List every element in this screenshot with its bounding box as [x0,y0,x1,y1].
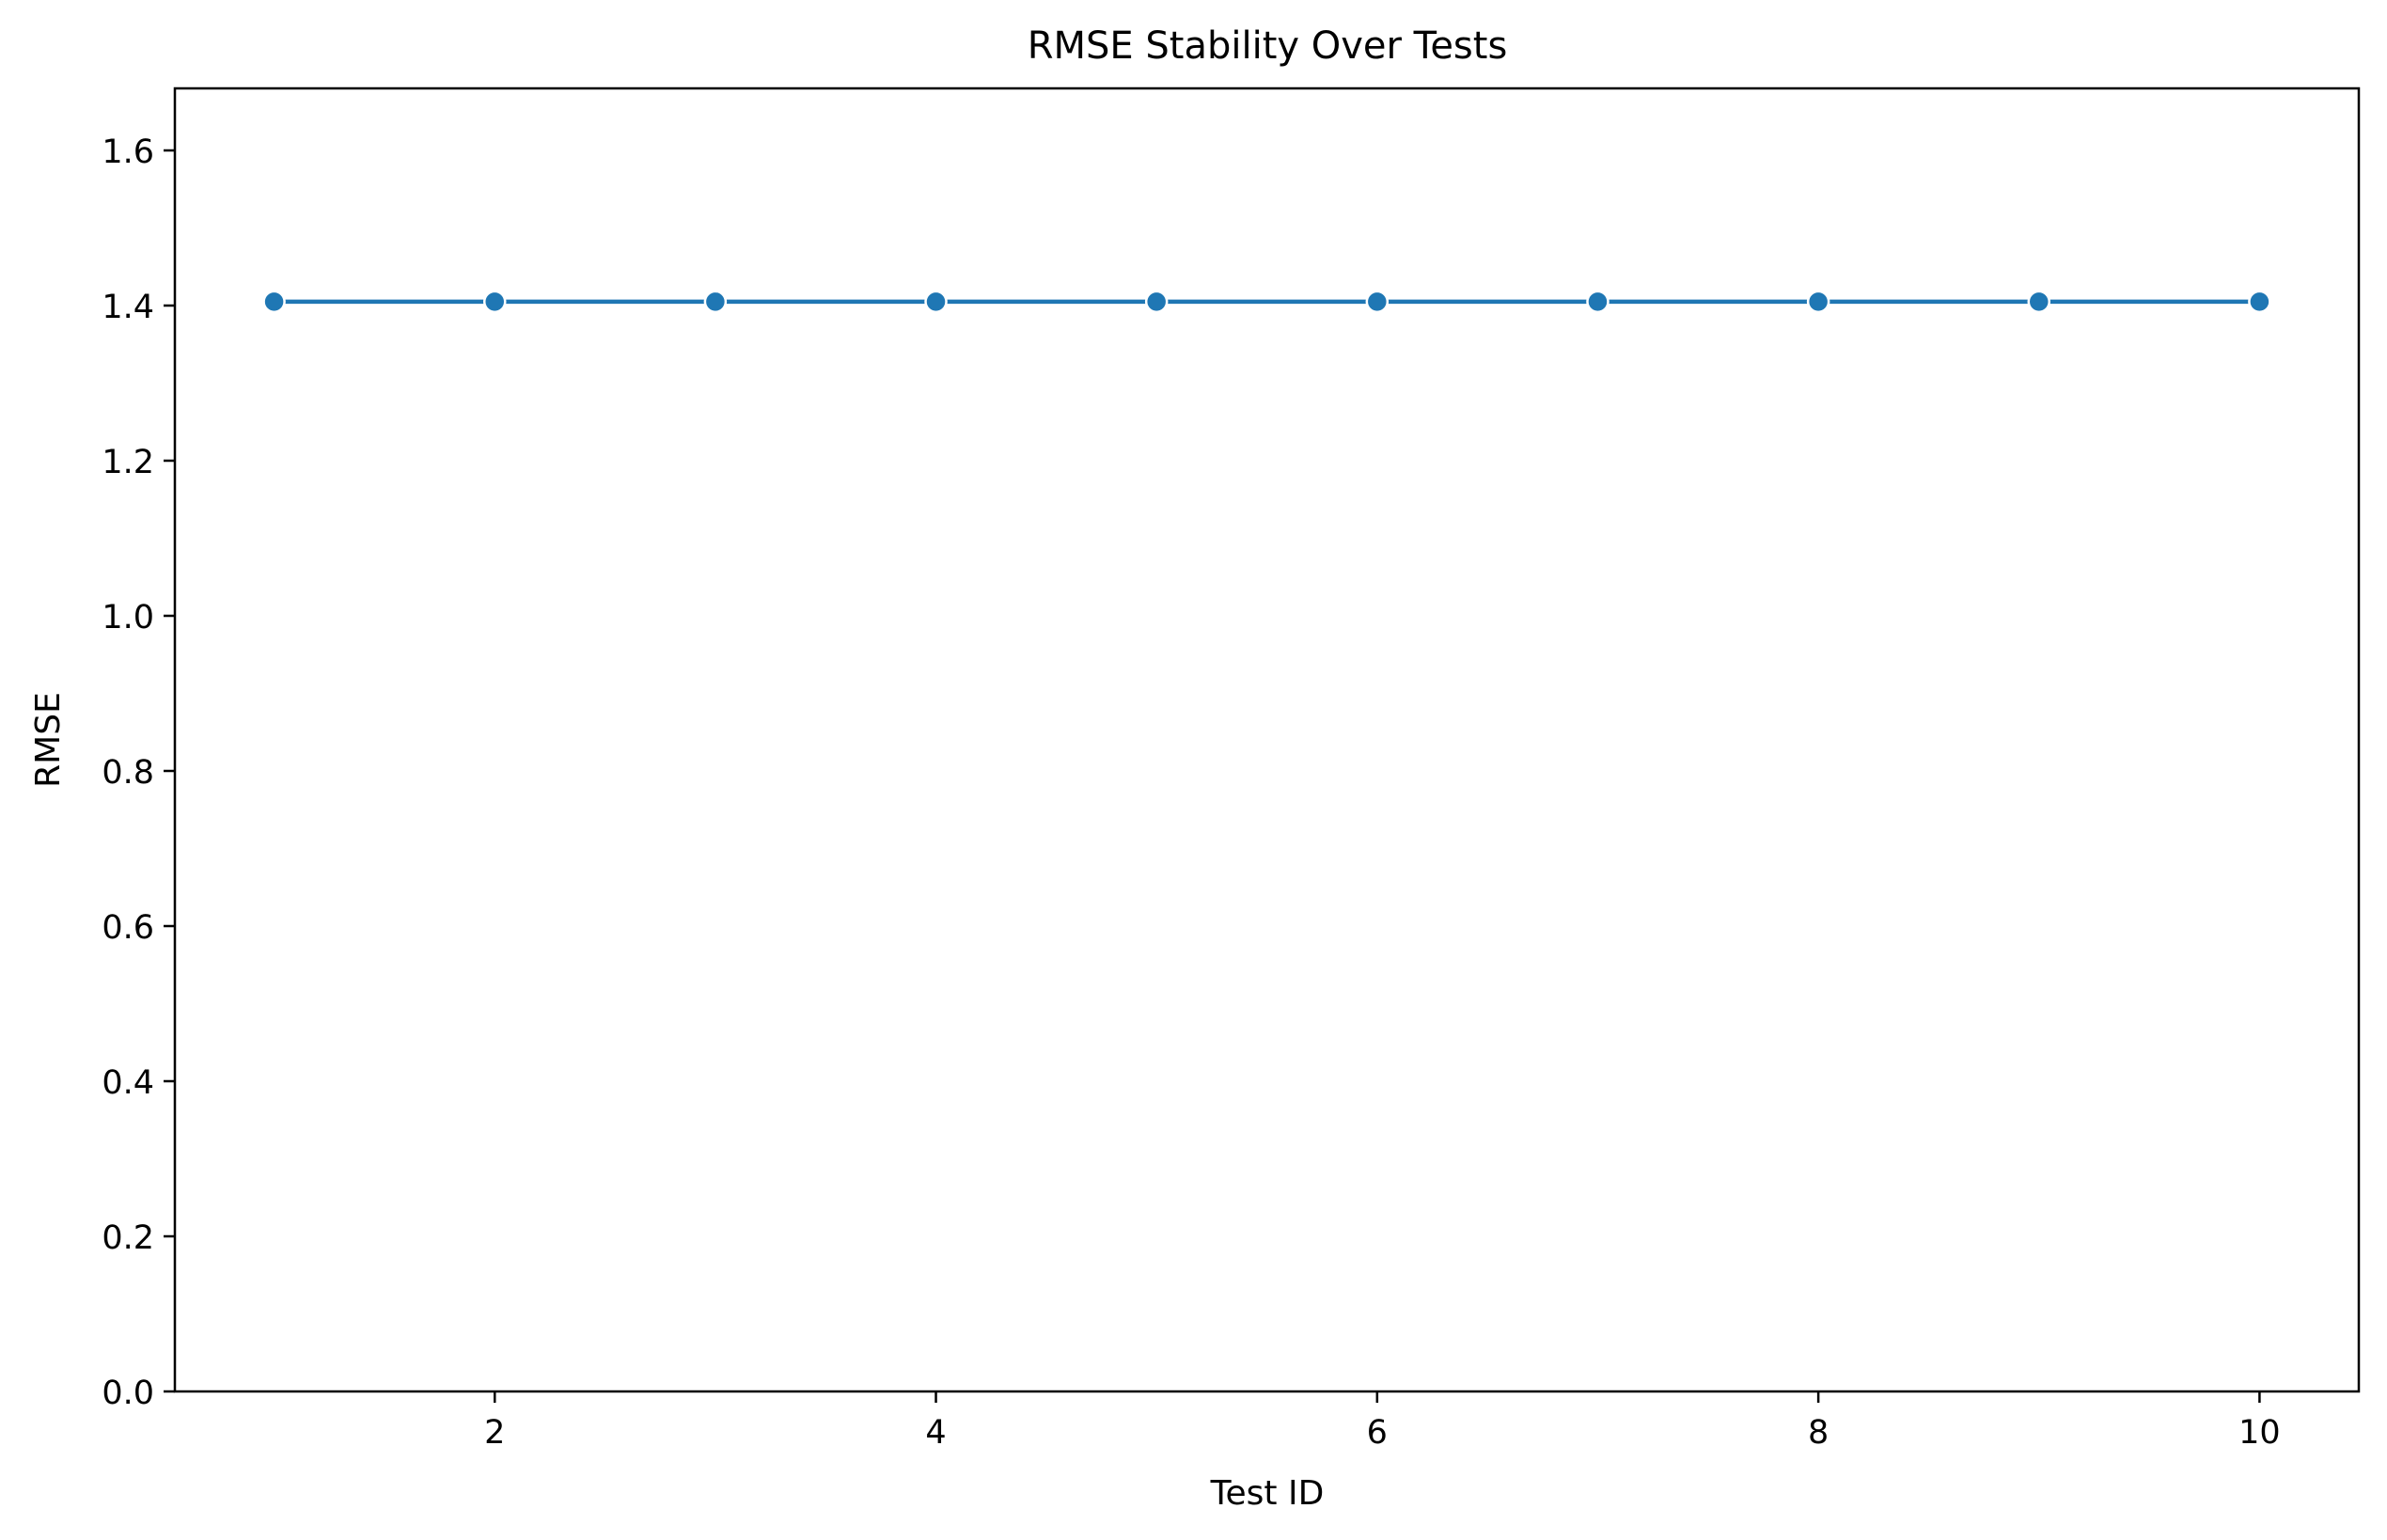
y-tick-label: 0.4 [102,1064,154,1102]
y-tick-label: 1.0 [102,599,154,636]
data-point [262,290,286,314]
data-point [703,290,728,314]
data-point [2027,290,2051,314]
y-tick-label: 0.0 [102,1375,154,1412]
x-axis-label: Test ID [1210,1474,1325,1513]
data-point [1806,290,1830,314]
x-tick-label: 4 [925,1414,946,1452]
chart-title: RMSE Stability Over Tests [1028,24,1508,68]
data-point [482,290,507,314]
y-axis: 0.0 0.2 0.4 0.6 0.8 1.0 1.2 1.4 1.6 [102,134,175,1412]
data-point [1586,290,1610,314]
x-tick-label: 8 [1808,1414,1829,1452]
y-tick-label: 0.6 [102,909,154,947]
x-axis: 2 4 6 8 10 [484,1391,2281,1452]
series-layer [262,290,2271,314]
y-axis-label: RMSE [29,692,68,788]
data-point [1144,290,1169,314]
x-tick-label: 10 [2238,1414,2281,1452]
plot-area: 0.0 0.2 0.4 0.6 0.8 1.0 1.2 1.4 1.6 2 4 6 8 10 [102,86,2361,1452]
x-tick-label: 2 [484,1414,505,1452]
y-tick-label: 0.2 [102,1219,154,1257]
data-point [924,290,948,314]
y-tick-label: 0.8 [102,754,154,792]
y-tick-label: 1.2 [102,444,154,481]
x-tick-label: 6 [1367,1414,1388,1452]
axes-frame [173,86,2361,1393]
y-tick-label: 1.4 [102,289,154,326]
data-point [1365,290,1390,314]
y-tick-label: 1.6 [102,134,154,171]
data-point [2248,290,2271,314]
